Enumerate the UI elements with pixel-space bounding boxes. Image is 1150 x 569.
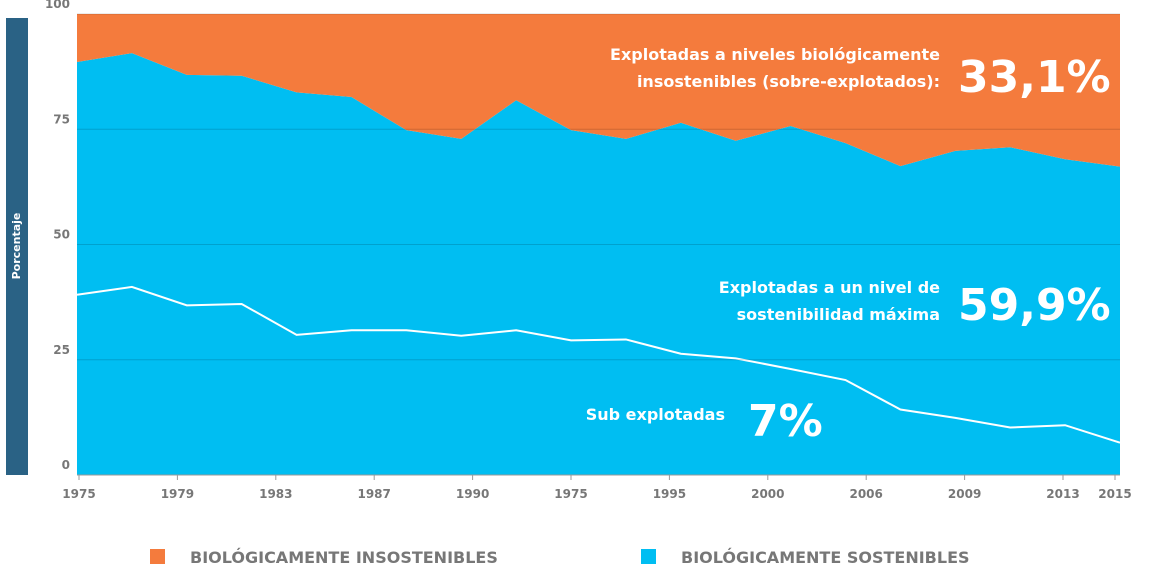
annotation-text: Sub explotadas (586, 405, 725, 424)
annotation-value: 7% (748, 396, 823, 447)
x-tick-label: 2013 (1046, 487, 1079, 501)
x-tick-label: 2009 (948, 487, 981, 501)
area-insostenibles (77, 14, 1120, 167)
x-tick-label: 2000 (751, 487, 784, 501)
x-tick-label: 1979 (161, 487, 194, 501)
y-tick-label: 100 (45, 0, 70, 11)
x-tick-label: 2006 (849, 487, 882, 501)
x-tick-label: 1990 (456, 487, 489, 501)
annotation-text: Explotadas a un nivel de (719, 278, 940, 297)
legend-swatch (641, 549, 656, 564)
y-tick-label: 0 (62, 458, 70, 472)
x-tick-label: 2015 (1098, 487, 1131, 501)
x-tick-label: 1987 (357, 487, 390, 501)
legend-label: BIOLÓGICAMENTE INSOSTENIBLES (190, 548, 498, 567)
legend-label: BIOLÓGICAMENTE SOSTENIBLES (681, 548, 970, 567)
annotation-value: 33,1% (958, 52, 1111, 103)
x-tick-label: 1975 (62, 487, 95, 501)
line-sub-explotadas (76, 285, 1121, 444)
y-axis-label: Porcentaje (10, 213, 23, 280)
annotation-text: insostenibles (sobre-explotados): (637, 72, 940, 91)
x-tick-label: 1983 (259, 487, 292, 501)
x-tick-label: 1995 (653, 487, 686, 501)
y-tick-label: 75 (53, 112, 70, 126)
annotation-text: Explotadas a niveles biológicamente (610, 45, 940, 64)
y-label-bar (6, 18, 28, 475)
x-tick-label: 1975 (554, 487, 587, 501)
annotation-value: 59,9% (958, 280, 1111, 331)
area-sostenibles (77, 53, 1120, 476)
y-tick-label: 25 (53, 343, 70, 357)
annotation-text: sostenibilidad máxima (737, 305, 940, 324)
legend-swatch (150, 549, 165, 564)
y-tick-label: 50 (53, 228, 70, 242)
